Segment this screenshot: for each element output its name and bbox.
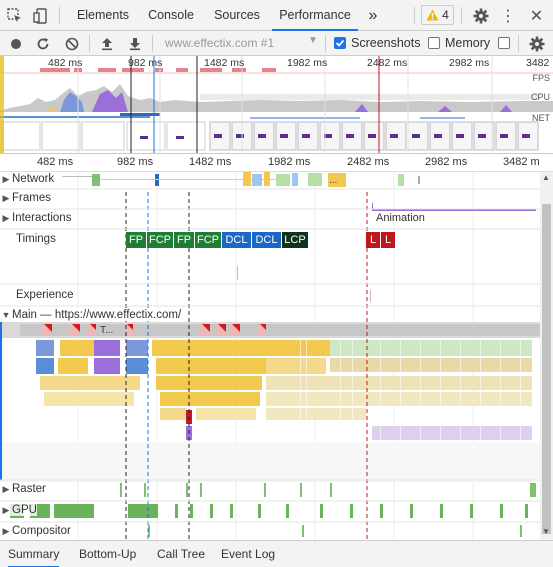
devtools-tabbar: Elements Console Sources Performance » 4… — [0, 0, 553, 31]
timing-marker-load[interactable]: L — [381, 232, 395, 248]
collapse-arrow-icon[interactable]: ▼ — [1, 310, 11, 320]
recording-select[interactable]: www.effectix.com #1 — [165, 36, 275, 50]
track-compositor[interactable]: ▶ Compositor — [0, 525, 71, 537]
timeline-overview[interactable]: 482 ms 982 ms 1482 ms 1982 ms 2482 ms 29… — [0, 56, 553, 154]
memory-label: Memory — [445, 36, 491, 50]
web-vitals-checkbox[interactable] — [498, 37, 510, 49]
ruler-tick: 2982 ms — [425, 156, 468, 168]
tab-sources[interactable]: Sources — [214, 8, 260, 22]
timing-marker-lcp[interactable]: LCP — [282, 232, 308, 248]
capture-settings-gear-icon[interactable] — [528, 35, 546, 53]
timing-marker-fp[interactable]: FP — [126, 232, 146, 248]
timing-marker-dcl[interactable]: DCL — [222, 232, 251, 248]
track-interactions[interactable]: ▶ Interactions — [0, 212, 72, 224]
ruler-tick: 2482 ms — [347, 156, 390, 168]
tab-bottom-up[interactable]: Bottom-Up — [79, 547, 137, 561]
save-profile-icon[interactable] — [126, 35, 143, 52]
time-ruler: 482 ms 982 ms 1482 ms 1982 ms 2482 ms 29… — [0, 154, 553, 172]
overview-tick: 982 ms — [128, 57, 163, 69]
tracks-scrollbar[interactable]: ▲ ▼ — [540, 172, 553, 540]
inspect-element-icon[interactable] — [6, 7, 24, 25]
tab-console[interactable]: Console — [148, 8, 194, 22]
overview-graphs — [0, 56, 553, 153]
more-options-icon[interactable]: ⋮ — [500, 7, 516, 25]
overview-tick: 2982 ms — [449, 57, 490, 69]
expand-arrow-icon[interactable]: ▶ — [2, 193, 10, 203]
load-profile-icon[interactable] — [98, 35, 115, 52]
ruler-tick: 1982 ms — [268, 156, 311, 168]
tab-elements[interactable]: Elements — [76, 8, 130, 22]
track-gpu[interactable]: ▶ GPU — [0, 504, 37, 516]
overview-tick: 482 ms — [48, 57, 83, 69]
track-raster[interactable]: ▶ Raster — [0, 483, 46, 495]
net-label: NET — [532, 113, 550, 123]
tab-event-log[interactable]: Event Log — [221, 547, 276, 561]
reload-record-icon[interactable] — [34, 35, 51, 52]
timing-marker-dcl[interactable]: DCL — [252, 232, 281, 248]
cpu-label: CPU — [530, 92, 550, 102]
overview-tick: 1482 ms — [204, 57, 245, 69]
scrollbar-thumb[interactable] — [542, 204, 551, 534]
expand-arrow-icon[interactable]: ▶ — [2, 174, 10, 184]
screenshots-label: Screenshots — [351, 36, 421, 50]
record-icon[interactable] — [8, 36, 23, 51]
expand-arrow-icon[interactable]: ▶ — [2, 484, 10, 494]
ruler-tick: 1482 ms — [189, 156, 232, 168]
memory-checkbox[interactable] — [428, 37, 440, 49]
warning-count: 4 — [442, 8, 449, 22]
device-toolbar-icon[interactable] — [32, 7, 50, 25]
timing-marker-fp[interactable]: FP — [174, 232, 194, 248]
settings-gear-icon[interactable] — [471, 6, 490, 25]
ruler-tick: 482 ms — [37, 156, 74, 168]
timing-marker-load[interactable]: L — [366, 232, 380, 248]
more-tabs-button[interactable]: » — [368, 7, 378, 24]
tab-summary[interactable]: Summary — [8, 541, 60, 567]
fps-label: FPS — [532, 73, 550, 83]
overview-tick: 2482 ms — [367, 57, 408, 69]
screenshots-checkbox[interactable] — [334, 37, 346, 49]
performance-toolbar: www.effectix.com #1 ▼ Screenshots Memory — [0, 31, 553, 56]
flame-chart-tracks[interactable]: ▶ Network ▶ Frames ▶ Interactions Animation… — [0, 172, 540, 540]
main-task-label: T... — [100, 325, 114, 336]
ruler-tick: 3482 m — [503, 156, 540, 168]
expand-arrow-icon[interactable]: ▶ — [2, 213, 10, 223]
close-devtools-icon[interactable]: ✕ — [529, 7, 544, 25]
track-timings: Timings — [16, 233, 56, 245]
clear-icon[interactable] — [63, 35, 80, 52]
ruler-tick: 982 ms — [117, 156, 154, 168]
expand-arrow-icon[interactable]: ▶ — [2, 505, 10, 515]
scroll-up-icon[interactable]: ▲ — [542, 173, 550, 182]
flame-chart-canvas — [0, 172, 540, 540]
warning-icon — [426, 9, 439, 21]
tab-call-tree[interactable]: Call Tree — [157, 547, 206, 561]
details-tabbar: Summary Bottom-Up Call Tree Event Log — [0, 540, 553, 567]
tab-performance[interactable]: Performance — [272, 0, 358, 31]
timing-marker-fcp[interactable]: FCP — [195, 232, 221, 248]
warnings-button[interactable]: 4 — [421, 5, 454, 25]
track-main[interactable]: ▼ Main — https://www.effectix.com/ — [0, 309, 184, 321]
scroll-down-icon[interactable]: ▼ — [542, 527, 550, 536]
animation-label: Animation — [376, 212, 425, 224]
track-experience: Experience — [16, 289, 74, 301]
network-request-label: ... — [329, 175, 338, 186]
timing-marker-fcp[interactable]: FCP — [147, 232, 173, 248]
track-frames[interactable]: ▶ Frames — [0, 192, 51, 204]
expand-arrow-icon[interactable]: ▶ — [2, 526, 10, 536]
overview-tick: 3482 — [526, 57, 550, 69]
overview-tick: 1982 ms — [287, 57, 328, 69]
track-network[interactable]: ▶ Network — [0, 173, 57, 185]
recording-select-chevron-icon[interactable]: ▼ — [308, 35, 318, 46]
